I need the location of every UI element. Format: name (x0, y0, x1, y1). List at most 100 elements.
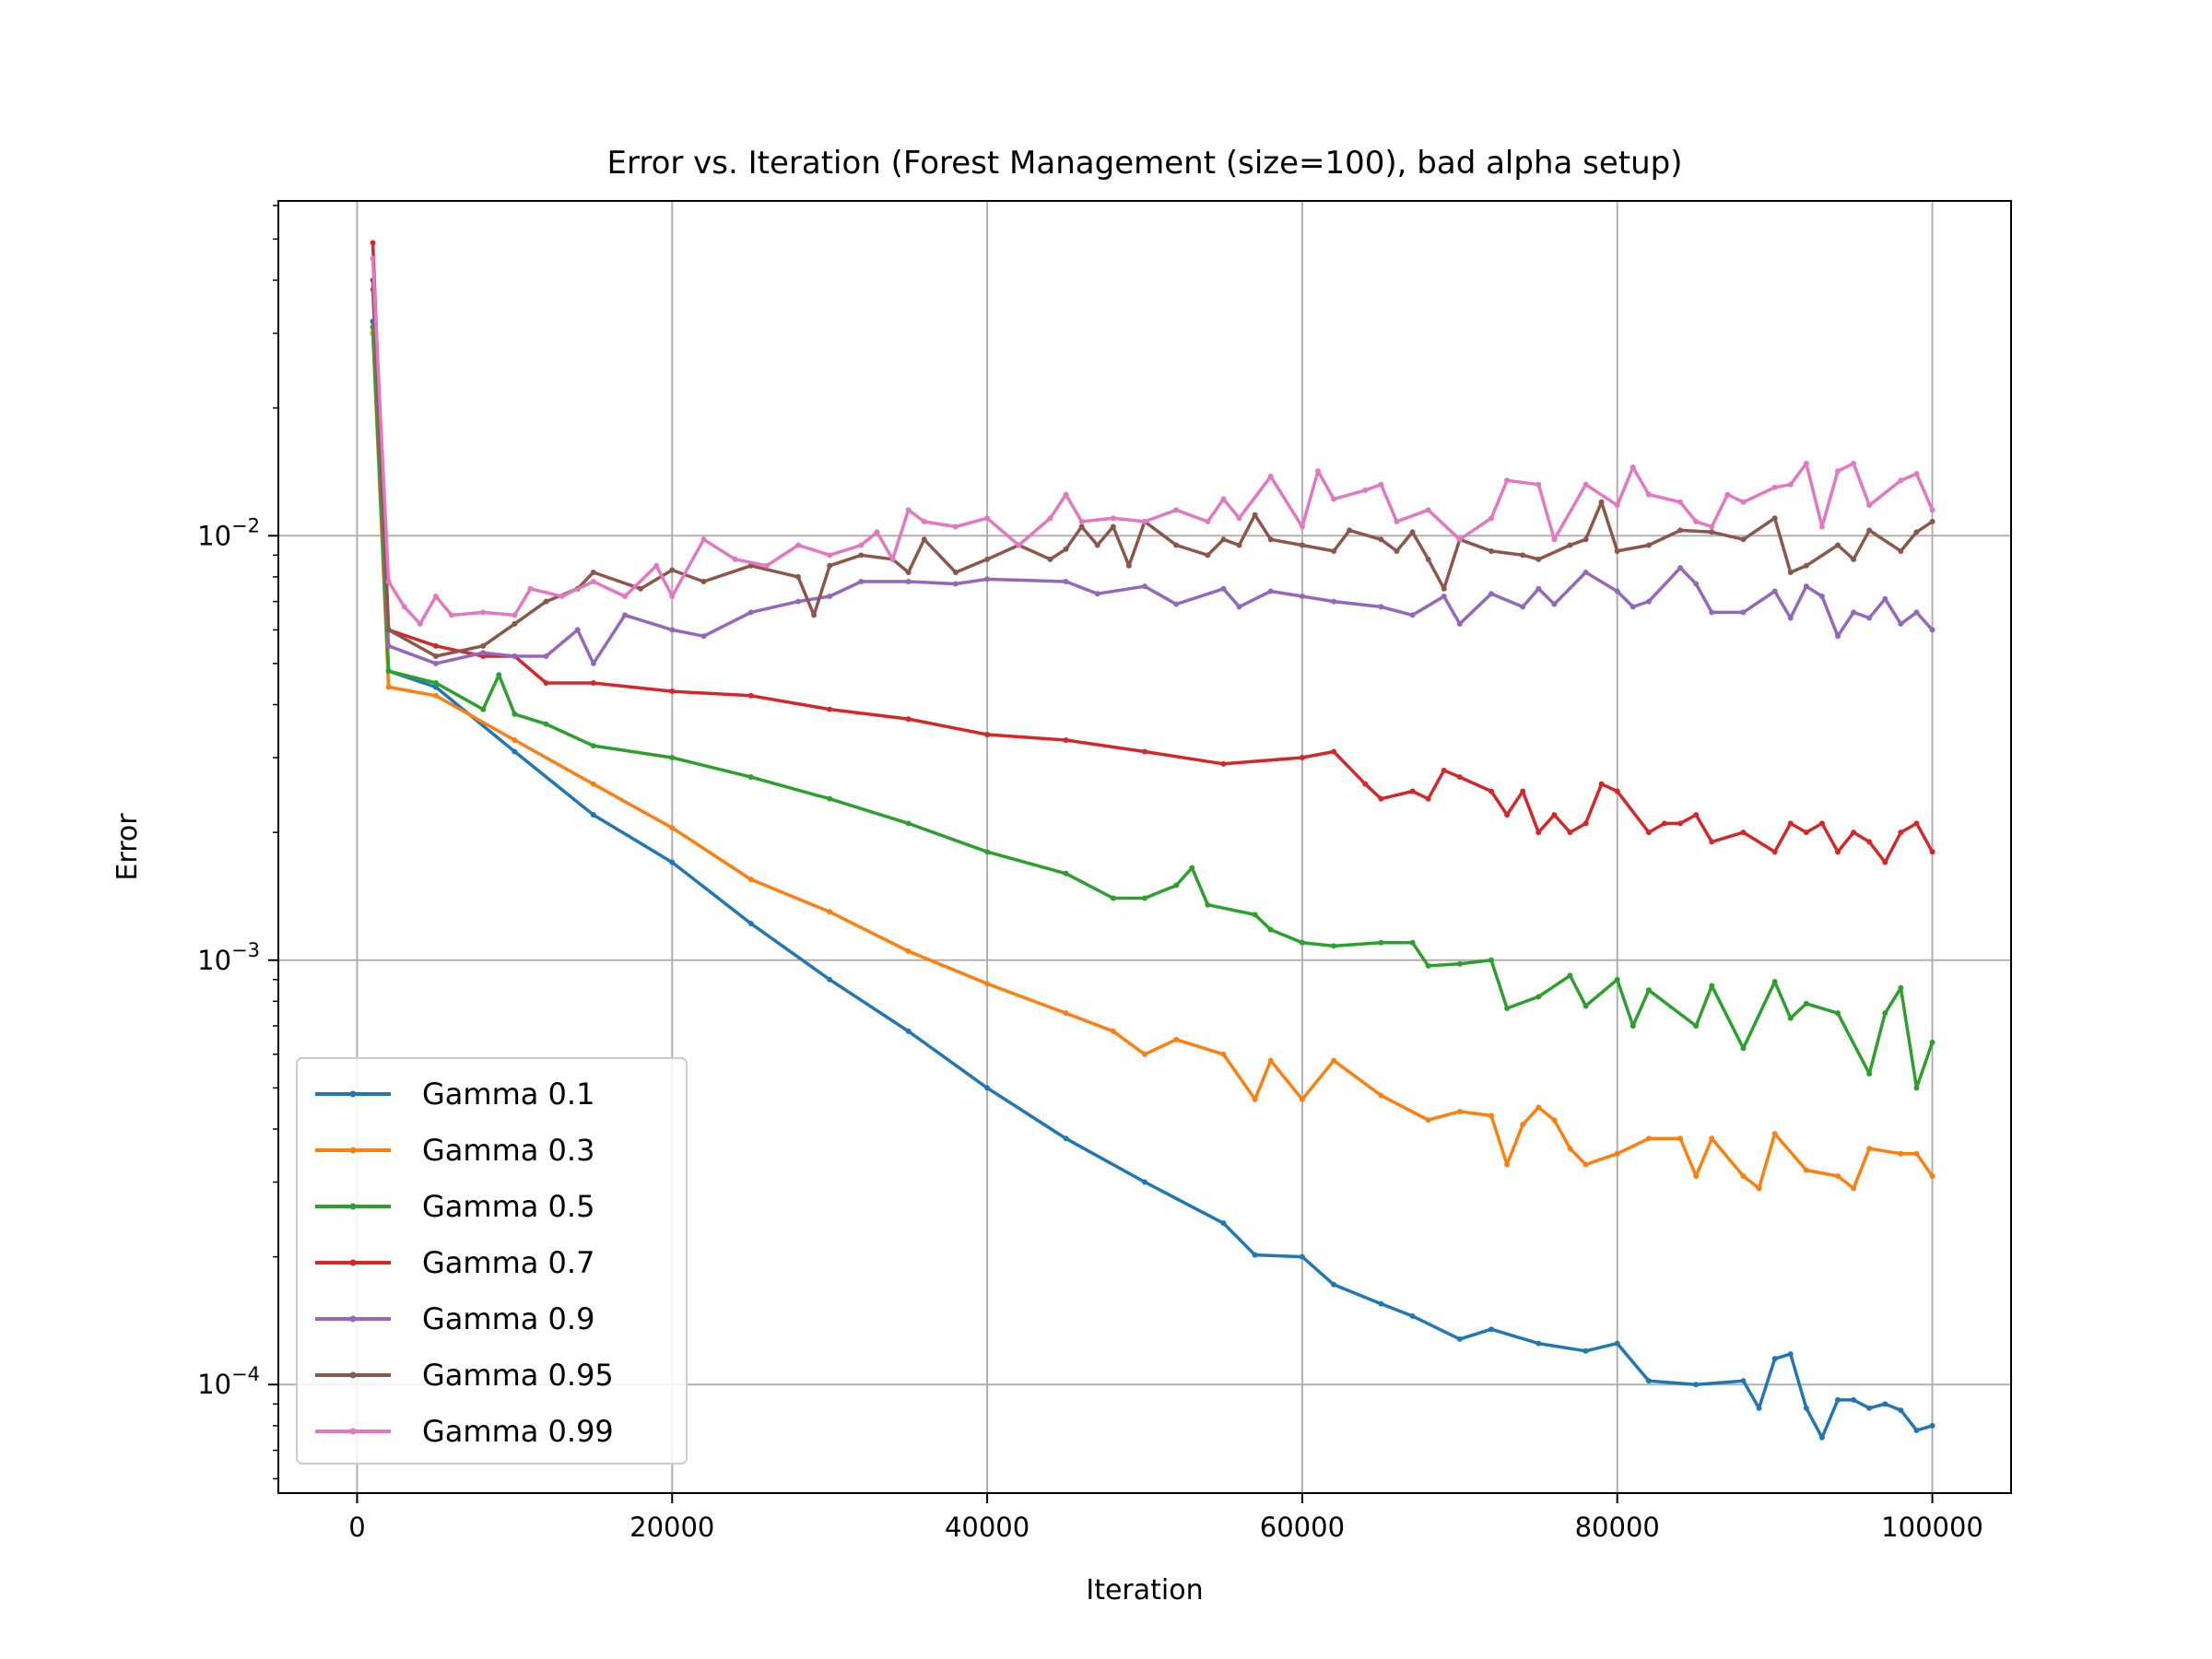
data-point (1362, 781, 1369, 787)
data-point (1851, 460, 1857, 466)
data-point (432, 653, 439, 660)
data-point (1583, 481, 1589, 488)
data-point (1362, 487, 1369, 493)
data-point (1583, 1161, 1589, 1168)
data-point (1142, 1179, 1147, 1185)
data-point (1189, 865, 1195, 871)
data-point (1425, 1117, 1431, 1124)
data-point (1331, 598, 1337, 605)
data-point (1630, 604, 1636, 610)
data-point (747, 774, 754, 781)
data-point (1063, 491, 1069, 498)
data-point (827, 706, 833, 712)
data-point (1929, 1040, 1936, 1046)
data-point (1299, 755, 1305, 761)
data-point (1220, 496, 1227, 502)
data-point (1488, 591, 1494, 597)
data-point (921, 518, 927, 524)
data-point (480, 650, 487, 656)
data-point (417, 620, 423, 627)
series-4 (370, 240, 1936, 865)
data-point (1409, 788, 1416, 794)
data-point (1220, 585, 1227, 592)
data-point (1771, 588, 1778, 594)
data-point (1693, 1023, 1700, 1030)
data-point (1409, 939, 1416, 946)
data-point (1063, 546, 1069, 552)
data-point (1535, 1104, 1542, 1111)
data-point (1551, 601, 1558, 607)
x-tick-label: 20000 (629, 1512, 714, 1543)
data-point (1709, 839, 1715, 845)
data-point (1630, 1023, 1636, 1030)
data-point (1551, 536, 1558, 543)
data-point (1488, 515, 1494, 522)
data-point (543, 598, 549, 605)
data-point (432, 660, 439, 666)
data-point (1456, 774, 1463, 781)
series-7 (370, 255, 1936, 627)
data-point (1220, 1051, 1227, 1057)
data-point (1551, 812, 1558, 818)
series-line (371, 321, 1933, 1440)
data-point (1063, 870, 1069, 877)
data-point (1598, 499, 1605, 505)
data-point (669, 755, 676, 761)
data-point (921, 536, 927, 543)
data-point (827, 909, 833, 915)
data-point (590, 578, 596, 584)
data-point (905, 1028, 912, 1034)
data-point (1803, 583, 1809, 590)
data-point (1535, 585, 1542, 592)
data-point (827, 593, 833, 599)
data-point (1614, 588, 1620, 594)
data-point (1898, 620, 1904, 627)
data-point (1898, 477, 1904, 484)
data-point (1299, 939, 1305, 946)
data-point (1866, 1405, 1873, 1411)
data-point (1567, 972, 1573, 979)
data-point (1220, 760, 1227, 767)
legend-entry: Gamma 0.3 (315, 1133, 594, 1168)
data-point (1835, 542, 1841, 548)
data-point (1047, 515, 1053, 522)
legend-entry: Gamma 0.99 (315, 1414, 614, 1449)
data-point (1835, 468, 1841, 475)
data-point (1567, 830, 1573, 836)
data-point (1173, 601, 1180, 607)
data-point (1787, 569, 1794, 575)
chart-title: Error vs. Iteration (Forest Management (… (606, 145, 1682, 182)
data-point (1740, 499, 1747, 505)
data-point (795, 598, 801, 605)
data-point (1645, 598, 1652, 605)
data-point (590, 569, 596, 575)
x-tick-label: 100000 (1881, 1512, 1983, 1543)
data-point (984, 1085, 991, 1091)
data-point (1236, 542, 1242, 548)
data-point (858, 578, 865, 584)
data-point (1787, 615, 1794, 621)
data-point (1803, 830, 1809, 836)
data-point (1220, 1220, 1227, 1227)
data-point (1252, 512, 1258, 518)
data-point (1740, 536, 1747, 543)
series-line (371, 279, 1934, 658)
data-point (1866, 527, 1873, 534)
data-point (1409, 529, 1416, 535)
data-point (1851, 1396, 1857, 1403)
data-point (1709, 1135, 1715, 1142)
data-point (1693, 1382, 1700, 1388)
data-point (1677, 565, 1684, 571)
data-point (700, 633, 707, 640)
data-point (432, 684, 439, 690)
data-point (1898, 1407, 1904, 1414)
data-point (984, 515, 991, 522)
data-point (1771, 484, 1778, 490)
data-point (1267, 926, 1274, 933)
data-point (1378, 795, 1384, 802)
y-axis-label: Error (112, 813, 144, 881)
data-point (1835, 1172, 1841, 1179)
data-point (1740, 830, 1747, 836)
data-point (1047, 556, 1053, 562)
data-point (1142, 748, 1147, 755)
